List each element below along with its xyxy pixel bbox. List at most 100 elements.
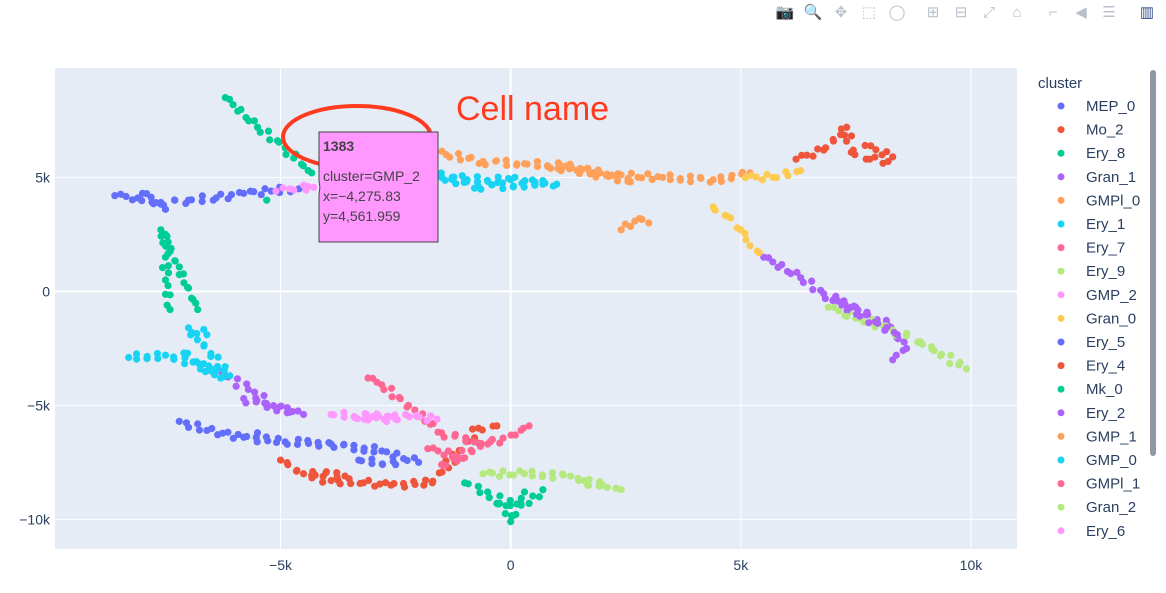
data-point [488,435,496,444]
reset-axes-icon[interactable]: ⌂ [1012,3,1022,21]
legend-label: Gran_0 [1086,310,1136,327]
legend-item[interactable]: GMP_1 [1057,428,1137,445]
legend-item[interactable]: GMPl_0 [1057,192,1141,209]
data-points [111,94,970,526]
legend-title: cluster [1038,75,1082,92]
data-point [531,178,539,186]
y-tick-label: −10k [19,511,51,527]
data-point [193,336,201,344]
data-point [809,152,817,160]
data-point [494,173,502,181]
data-point [488,469,496,477]
data-point [520,178,528,186]
data-point [400,483,409,491]
data-point [148,198,156,206]
autoscale-icon[interactable]: ⤢ [982,3,995,21]
data-point [383,448,391,456]
data-point [613,173,621,181]
data-point [454,150,463,158]
series-Ery_5 [138,189,400,469]
legend-item[interactable]: Gran_0 [1057,310,1137,327]
pan-icon[interactable]: ✥ [834,4,848,21]
data-point [229,101,237,109]
camera-icon[interactable]: 📷 [775,4,795,21]
data-point [340,408,348,416]
data-point [874,319,882,327]
data-point [495,472,504,481]
data-point [676,174,684,183]
data-point [535,493,543,501]
hover-compare-icon[interactable]: ☰ [1102,4,1116,21]
data-point [555,160,564,169]
legend-item[interactable]: Ery_5 [1057,334,1126,351]
data-point [936,352,945,360]
data-point [234,430,242,439]
legend-item[interactable]: Ery_2 [1057,405,1126,422]
lasso-select-icon[interactable]: ◯ [888,4,906,21]
legend-marker [1057,409,1065,417]
legend-item[interactable]: MEP_0 [1057,98,1136,115]
legend-item[interactable]: Ery_1 [1057,216,1126,233]
data-point [481,161,489,169]
legend-item[interactable]: Ery_9 [1057,263,1126,280]
data-point [727,175,735,183]
data-point [262,399,271,408]
box-select-icon[interactable]: ⬚ [861,4,877,21]
data-point [198,197,206,206]
data-point [741,173,750,182]
data-point [180,360,189,368]
legend-item[interactable]: GMP_2 [1057,287,1137,304]
data-point [808,277,816,285]
data-point [138,189,147,197]
data-point [138,197,146,205]
legend-marker [1057,220,1065,228]
legend-item[interactable]: Ery_6 [1057,523,1126,540]
zoom-icon[interactable]: 🔍 [803,4,823,21]
data-point [161,276,170,284]
legend-scrollbar[interactable] [1150,70,1156,456]
legend-item[interactable]: Ery_8 [1057,145,1126,162]
data-point [493,422,501,430]
zoom-in-icon[interactable]: ⊞ [926,4,940,21]
legend-item[interactable]: Gran_1 [1057,169,1137,186]
hover-closest-icon[interactable]: ◀ [1075,4,1087,21]
data-point [539,486,547,494]
data-point [499,434,507,442]
data-point [686,172,694,180]
data-point [602,172,611,180]
plotly-logo-icon[interactable]: ▥ [1139,4,1155,21]
data-point [405,413,414,421]
legend-item[interactable]: Mk_0 [1057,381,1123,398]
legend-item[interactable]: GMPl_1 [1057,476,1141,493]
legend-label: Ery_5 [1086,334,1125,351]
data-point [847,132,856,140]
legend-item[interactable]: Gran_2 [1057,499,1137,516]
data-point [161,351,170,359]
data-point [250,188,258,196]
data-point [415,413,424,421]
spike-lines-icon[interactable]: ⌐ [1048,3,1058,21]
data-point [183,349,192,357]
zoom-out-icon[interactable]: ⊟ [954,4,968,21]
data-point [769,258,777,266]
data-point [253,429,262,437]
legend-item[interactable]: Ery_4 [1057,358,1126,375]
data-point [314,438,322,447]
data-point [798,151,806,159]
series-GMPl_1 [424,435,496,469]
data-point [217,190,225,198]
data-point [195,426,204,434]
data-point [498,179,507,187]
data-point [473,173,481,181]
data-point [388,393,396,401]
modebar: 📷 🔍 ✥ ⬚ ◯ ⊞ ⊟ ⤢ ⌂ ⌐ ◀ ☰ ▥ [774,0,1158,24]
data-point [304,436,312,445]
data-point [360,447,368,455]
legend-item[interactable]: GMP_0 [1057,452,1137,469]
legend-marker [1057,362,1065,370]
data-point [862,311,870,319]
data-point [125,353,133,362]
legend-item[interactable]: Mo_2 [1057,122,1124,139]
legend-item[interactable]: Ery_7 [1057,240,1126,257]
